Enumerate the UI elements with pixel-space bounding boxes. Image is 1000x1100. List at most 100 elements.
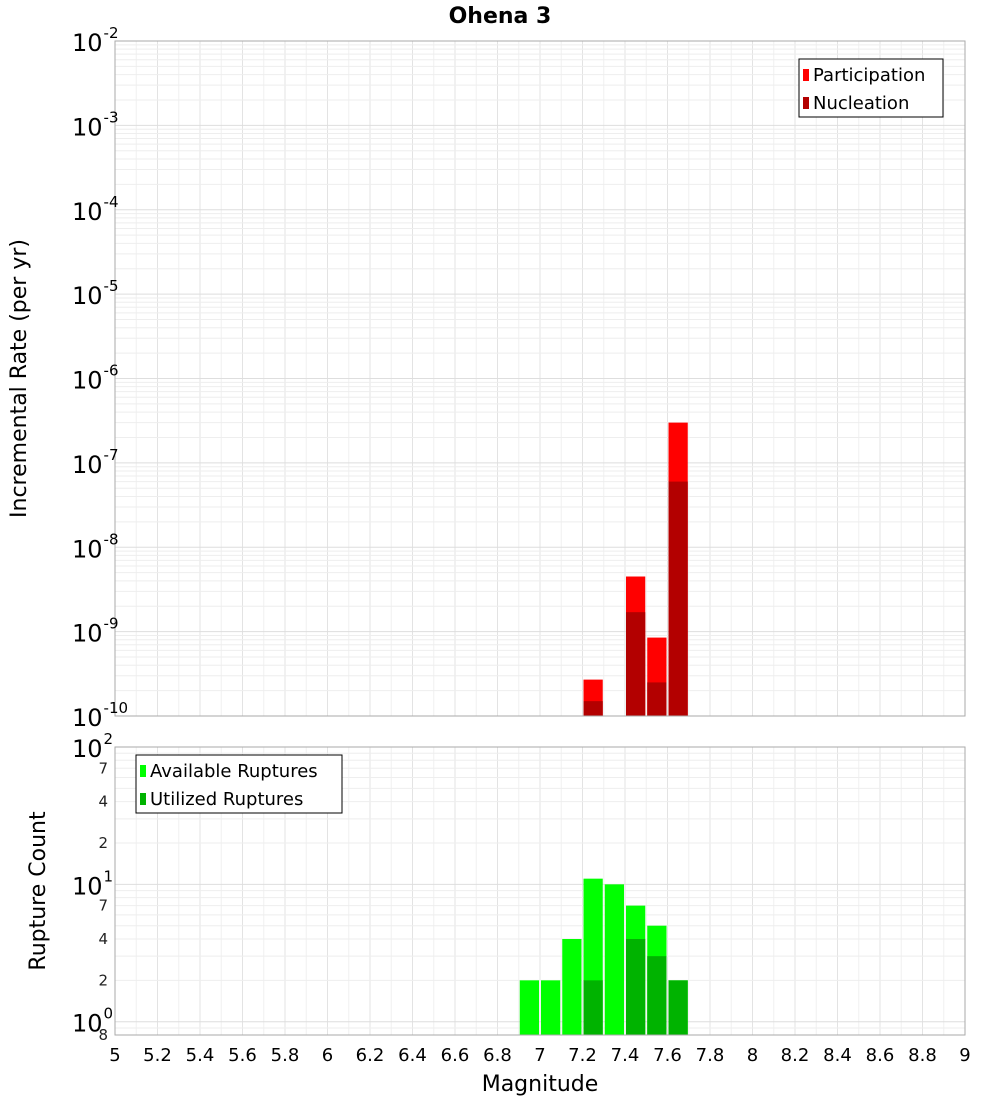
- bar-available-ruptures: [562, 939, 582, 1035]
- y-tick-base: 10: [72, 1010, 103, 1038]
- legend-swatch: [140, 793, 146, 805]
- legend-swatch: [803, 97, 809, 109]
- y-tick-label: 10-7: [72, 446, 119, 479]
- y-tick-label: 2: [98, 971, 108, 989]
- x-tick-label: 7.2: [568, 1045, 597, 1066]
- y-tick-label: 10-6: [72, 362, 119, 395]
- x-tick-label: 7.6: [653, 1045, 682, 1066]
- y-tick-exponent: -5: [104, 277, 119, 295]
- y-axis-label: Incremental Rate (per yr): [7, 239, 32, 518]
- y-tick-exponent: -3: [104, 108, 119, 126]
- y-tick-label: 10-9: [72, 615, 119, 648]
- y-tick-base: 10: [72, 535, 103, 563]
- x-tick-label: 5: [109, 1045, 120, 1066]
- bars: [583, 422, 688, 716]
- plot-border: [114, 746, 966, 1036]
- bars: [519, 878, 688, 1035]
- legend-swatch: [140, 765, 146, 777]
- legend-swatch: [803, 69, 809, 81]
- y-tick-exponent: -8: [104, 530, 119, 548]
- x-axis-label: Magnitude: [482, 1072, 599, 1097]
- x-tick-label: 6.8: [483, 1045, 512, 1066]
- y-tick-label: 10-4: [72, 193, 119, 226]
- bar-nucleation: [668, 481, 688, 716]
- x-tick-label: 9: [959, 1045, 970, 1066]
- x-tick-label: 7.8: [696, 1045, 725, 1066]
- legend-label: Available Ruptures: [150, 761, 318, 782]
- y-tick-label: 4: [98, 793, 108, 811]
- bar-nucleation: [626, 612, 646, 716]
- x-tick-label: 8.6: [866, 1045, 895, 1066]
- bar-available-ruptures: [541, 980, 561, 1035]
- bar-nucleation: [647, 682, 667, 716]
- x-tick-label: 8.2: [781, 1045, 810, 1066]
- x-tick-label: 8: [747, 1045, 758, 1066]
- y-tick-label: 10-2: [72, 24, 119, 57]
- y-tick-label: 102: [72, 730, 113, 763]
- y-tick-base: 10: [72, 451, 103, 479]
- y-tick-base: 10: [72, 29, 103, 57]
- x-tick-label: 5.6: [228, 1045, 257, 1066]
- legend-label: Participation: [813, 65, 925, 86]
- x-tick-label: 5.8: [271, 1045, 300, 1066]
- y-tick-exponent: -2: [104, 24, 119, 42]
- y-tick-label: 2: [98, 834, 108, 852]
- legend-box: [798, 58, 944, 118]
- chart-title: Ohena 3: [449, 4, 552, 29]
- bar-utilized-ruptures: [583, 980, 603, 1035]
- y-tick-label: 10-5: [72, 277, 119, 310]
- y-tick-base: 10: [72, 735, 103, 763]
- x-tick-label: 6.6: [441, 1045, 470, 1066]
- x-tick-label: 5.2: [143, 1045, 172, 1066]
- y-tick-label: 4: [98, 930, 108, 948]
- x-tick-label: 6.4: [398, 1045, 427, 1066]
- bar-available-ruptures: [519, 980, 539, 1035]
- y-tick-label: 10-3: [72, 108, 119, 141]
- x-tick-label: 8.4: [823, 1045, 852, 1066]
- bar-utilized-ruptures: [668, 980, 688, 1035]
- bar-nucleation: [583, 701, 603, 716]
- y-tick-base: 10: [72, 282, 103, 310]
- y-tick-exponent: 2: [104, 730, 114, 748]
- bar-available-ruptures: [604, 884, 624, 1035]
- legend-box: [135, 754, 343, 814]
- y-tick-exponent: -6: [104, 362, 119, 380]
- y-tick-label: 8: [98, 1026, 108, 1044]
- y-tick-label: 10-8: [72, 530, 119, 563]
- y-tick-label: 100: [72, 1005, 113, 1038]
- y-tick-base: 10: [72, 198, 103, 226]
- grid: [114, 40, 966, 717]
- y-tick-label: 7: [98, 759, 108, 777]
- y-tick-label: 7: [98, 897, 108, 915]
- x-tick-label: 5.4: [186, 1045, 215, 1066]
- y-tick-base: 10: [72, 620, 103, 648]
- y-tick-label: 101: [72, 867, 113, 900]
- y-tick-exponent: 0: [104, 1005, 114, 1023]
- y-tick-base: 10: [72, 872, 103, 900]
- x-tick-label: 6.2: [356, 1045, 385, 1066]
- top-chart: 10-1010-910-810-710-610-510-410-310-2Inc…: [7, 4, 966, 732]
- bar-utilized-ruptures: [626, 939, 646, 1035]
- y-tick-base: 10: [72, 704, 103, 732]
- x-tick-label: 7.4: [611, 1045, 640, 1066]
- y-tick-base: 10: [72, 367, 103, 395]
- x-tick-label: 6: [322, 1045, 333, 1066]
- y-tick-exponent: -9: [104, 615, 119, 633]
- y-tick-exponent: -4: [104, 193, 119, 211]
- legend-label: Utilized Ruptures: [150, 789, 303, 810]
- bar-utilized-ruptures: [647, 956, 667, 1035]
- x-tick-labels: 5 5.2 5.4 5.6 5.8 6 6.2 6.4 6.6 6.8 7 7.2 7.4 7.6 7.8 8…: [109, 1045, 970, 1066]
- y-tick-exponent: -10: [104, 699, 129, 717]
- y-tick-base: 10: [72, 113, 103, 141]
- x-tick-label: 8.8: [908, 1045, 937, 1066]
- legend: Participation Nucleation: [798, 58, 944, 118]
- legend: Available Ruptures Utilized Ruptures: [135, 754, 343, 814]
- y-tick-label: 10-10: [72, 699, 128, 732]
- y-axis-label: Rupture Count: [26, 811, 51, 971]
- y-tick-exponent: 1: [104, 867, 114, 885]
- x-tick-label: 7: [534, 1045, 545, 1066]
